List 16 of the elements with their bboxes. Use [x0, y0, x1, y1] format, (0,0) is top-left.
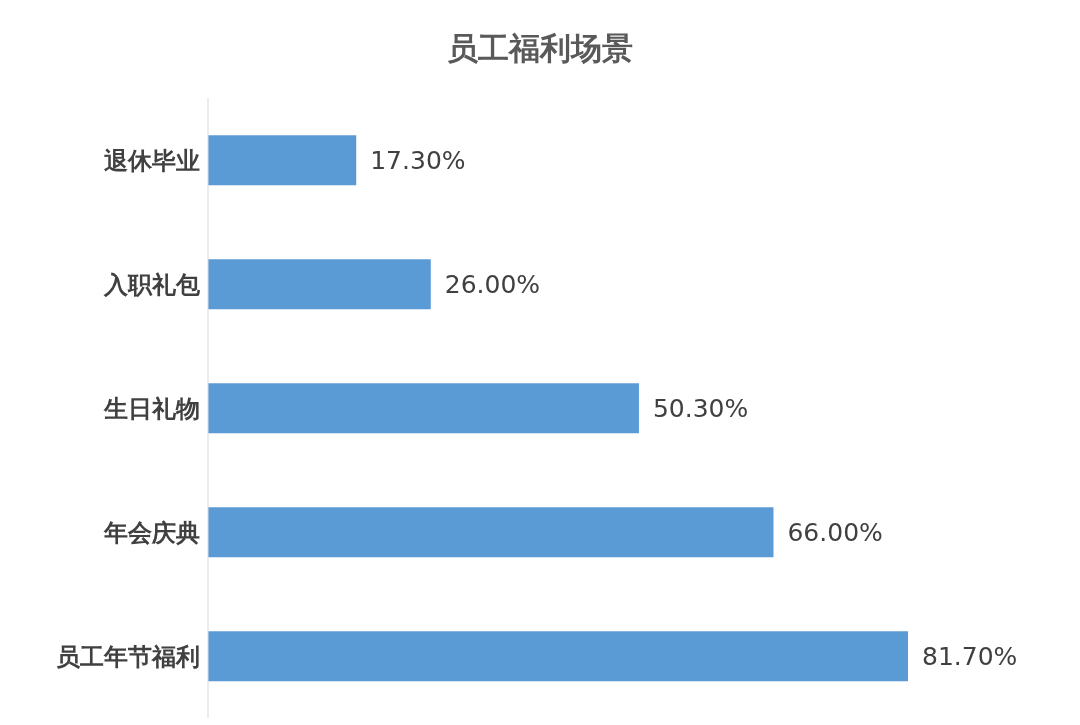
bar — [208, 135, 357, 186]
data-label: 26.00% — [444, 270, 541, 300]
bar — [208, 383, 639, 434]
y-tick-label: 入职礼包 — [103, 270, 201, 299]
bar — [208, 631, 908, 682]
chart-title: 员工福利场景 — [446, 29, 634, 68]
data-label: 66.00% — [787, 518, 883, 548]
bar — [208, 259, 431, 310]
y-tick-label: 退休毕业 — [104, 146, 200, 175]
data-label: 50.30% — [652, 394, 749, 424]
y-tick-label: 生日礼物 — [103, 394, 200, 423]
data-label: 17.30% — [370, 146, 466, 176]
y-tick-label: 员工年节福利 — [56, 642, 200, 671]
bar — [208, 507, 774, 558]
data-label: 81.70% — [922, 642, 1018, 672]
y-tick-label: 年会庆典 — [103, 518, 200, 547]
